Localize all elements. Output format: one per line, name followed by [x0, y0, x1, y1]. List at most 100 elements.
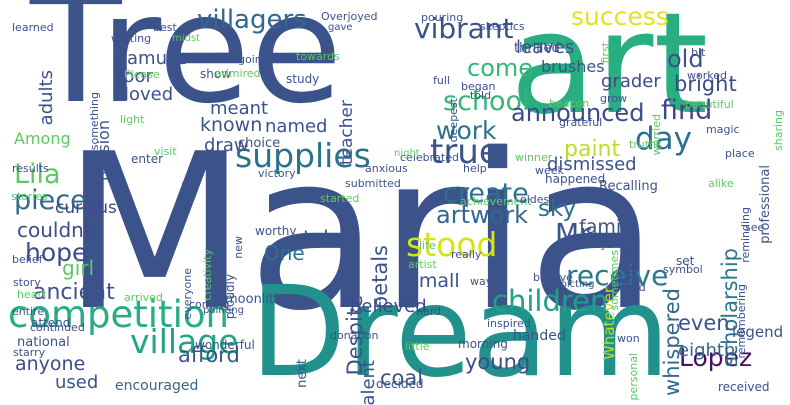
word-see: see: [745, 221, 765, 234]
word-school: school: [443, 86, 530, 117]
word-really: really: [451, 248, 482, 261]
word-starry: starry: [13, 346, 46, 359]
word-find: find: [661, 95, 713, 126]
word-legend: legend: [732, 323, 784, 341]
word-going: going: [238, 53, 269, 66]
word-winner: winner: [515, 151, 553, 164]
word-coal: coal: [380, 366, 424, 390]
word-loved: loved: [124, 84, 174, 105]
word-brushes: brushes: [541, 57, 605, 76]
word-choice: choice: [238, 136, 281, 151]
word-even: even: [678, 311, 730, 335]
word-village: village: [130, 322, 239, 361]
word-grateful: grateful: [559, 116, 603, 129]
word-began: began: [461, 80, 496, 93]
word-artwork: artwork: [436, 201, 529, 229]
word-deepest: deepest: [447, 98, 460, 143]
word-meant: meant: [210, 98, 269, 119]
word-national: national: [17, 335, 70, 350]
word-arrived: arrived: [124, 291, 163, 304]
word-full: full: [433, 74, 450, 87]
word-achievement: achievement: [460, 195, 532, 208]
word-sharing: sharing: [772, 110, 785, 151]
word-overjoyed: Overjoyed: [321, 10, 378, 23]
word-recalling: Recalling: [599, 179, 658, 194]
word-magic: magic: [706, 123, 740, 136]
word-afford: afford: [178, 343, 240, 367]
word-believed: believed: [350, 296, 427, 317]
word-announced: announced: [511, 99, 645, 127]
word-visit: visit: [154, 145, 177, 158]
word-artist: artist: [408, 258, 437, 271]
word-competition: competition: [8, 293, 229, 336]
word-week: week: [535, 164, 564, 177]
word-admired: admired: [215, 67, 261, 80]
word-maria: Maria: [62, 107, 660, 358]
word-come: come: [467, 54, 534, 82]
word-create: create: [443, 178, 529, 209]
word-show: show: [200, 67, 232, 81]
word-way: way: [470, 275, 493, 288]
word-inspired: inspired: [487, 317, 531, 330]
word-coming: coming: [189, 298, 230, 311]
word-worthy: worthy: [255, 224, 297, 238]
word-light: light: [120, 113, 145, 126]
word-first: first: [599, 42, 612, 64]
word-remembering: remembering: [735, 284, 748, 359]
word-donation: donation: [330, 329, 379, 342]
word-vibrant: vibrant: [414, 12, 514, 45]
word-teacher: teacher: [337, 100, 357, 166]
word-waiting: waiting: [111, 32, 152, 45]
word-ancient: ancient: [33, 280, 115, 305]
word-celebrated: celebrated: [400, 151, 459, 164]
word-creativity: creativity: [201, 249, 214, 301]
word-told: told: [470, 89, 492, 102]
word-morning: morning: [458, 337, 508, 351]
word-whole: whole: [178, 181, 191, 214]
word-anyone: anyone: [15, 353, 86, 375]
word-wonderful: wonderful: [195, 338, 255, 352]
word-place: place: [725, 147, 755, 160]
word-thrilled: thrilled: [514, 41, 560, 56]
word-girl: girl: [62, 256, 95, 280]
word-eighth: eighth: [678, 340, 736, 361]
word-stories: stories: [11, 190, 48, 203]
word-sky: sky: [538, 196, 577, 222]
word-grader: grader: [601, 71, 661, 92]
word-beautiful: beautiful: [685, 98, 734, 111]
word-bright: bright: [674, 72, 737, 96]
word-heart: heart: [17, 288, 47, 301]
word-believe: believe: [533, 271, 573, 284]
word-please: Please: [124, 68, 160, 81]
word-painting: painting: [203, 305, 244, 316]
word-hard: hard: [416, 305, 442, 318]
word-couldnt: couldnt: [17, 218, 92, 242]
word-paint: paint: [564, 137, 621, 162]
word-stood: stood: [406, 225, 498, 264]
word-towards: towards: [296, 50, 340, 63]
word-children: children: [492, 284, 609, 318]
word-hold: hold: [622, 281, 646, 294]
word-depicting: depicting: [548, 279, 595, 290]
word-little: little: [405, 340, 430, 353]
word-tale: tale: [303, 226, 341, 250]
word-learned: learned: [12, 21, 54, 34]
word-worked: worked: [687, 69, 727, 82]
word-named: named: [265, 116, 328, 137]
word-attend: attend: [31, 316, 71, 330]
word-reminding: reminding: [739, 207, 752, 263]
word-receive: receive: [566, 259, 669, 292]
word-family: family: [579, 216, 638, 238]
word-continued: continued: [30, 321, 85, 334]
word-success: success: [571, 2, 669, 31]
word-dismissed: dismissed: [547, 154, 637, 175]
word-day: day: [635, 121, 693, 157]
word-bit: bit: [691, 46, 706, 59]
word-oldest: oldest: [520, 193, 554, 206]
word-hope: hope: [25, 238, 88, 267]
word-lila: Lila: [14, 159, 61, 190]
word-among: Among: [14, 129, 71, 148]
word-grow: grow: [600, 92, 627, 105]
word-midst: midst: [172, 33, 200, 44]
word-set: set: [676, 254, 695, 268]
